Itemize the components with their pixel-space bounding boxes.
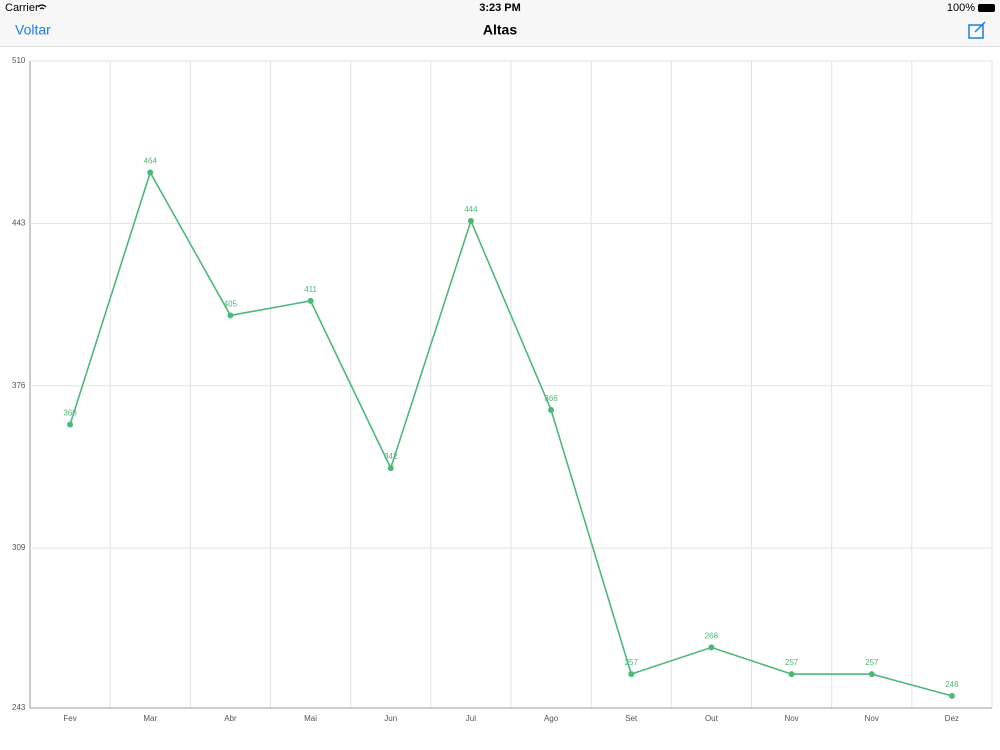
top-bar-bg bbox=[0, 0, 1000, 46]
x-tick-label: Nov bbox=[784, 714, 798, 723]
data-point bbox=[147, 169, 154, 176]
data-label: 360 bbox=[63, 409, 77, 418]
data-label: 257 bbox=[625, 658, 639, 667]
x-tick-label: Nov bbox=[865, 714, 879, 723]
x-tick-label: Mai bbox=[304, 714, 317, 723]
data-point bbox=[67, 421, 74, 428]
data-point bbox=[387, 465, 394, 472]
data-point bbox=[227, 312, 234, 319]
data-label: 257 bbox=[865, 658, 879, 667]
data-point bbox=[628, 671, 635, 678]
y-tick-label: 309 bbox=[12, 543, 26, 552]
clock: 3:23 PM bbox=[479, 2, 521, 14]
x-tick-label: Dez bbox=[945, 714, 959, 723]
data-point bbox=[948, 692, 955, 699]
data-label: 366 bbox=[544, 394, 558, 403]
back-button[interactable]: Voltar bbox=[15, 22, 51, 38]
data-point bbox=[307, 297, 314, 304]
battery-icon bbox=[978, 4, 995, 12]
data-label: 257 bbox=[785, 658, 799, 667]
y-tick-label: 510 bbox=[12, 56, 26, 65]
y-tick-label: 243 bbox=[12, 703, 26, 712]
battery-level: 100% bbox=[947, 2, 975, 14]
data-label: 342 bbox=[384, 452, 398, 461]
nav-title: Altas bbox=[483, 22, 517, 38]
x-tick-label: Fev bbox=[63, 714, 76, 723]
data-line bbox=[69, 170, 953, 697]
x-tick-label: Mar bbox=[143, 714, 157, 723]
x-tick-label: Ago bbox=[544, 714, 559, 723]
y-tick-label: 443 bbox=[12, 218, 26, 227]
data-label: 268 bbox=[705, 632, 719, 641]
x-tick-label: Set bbox=[625, 714, 638, 723]
data-label: 444 bbox=[464, 205, 478, 214]
data-point bbox=[868, 671, 875, 678]
x-tick-label: Jul bbox=[466, 714, 476, 723]
x-tick-label: Jun bbox=[384, 714, 397, 723]
x-tick-label: Abr bbox=[224, 714, 237, 723]
compose-button[interactable] bbox=[968, 21, 986, 39]
y-tick-label: 376 bbox=[12, 381, 26, 390]
data-label: 464 bbox=[144, 157, 158, 166]
data-label: 405 bbox=[224, 300, 238, 309]
data-point bbox=[708, 644, 715, 651]
data-label: 248 bbox=[945, 680, 959, 689]
carrier: Carrier bbox=[5, 2, 39, 14]
data-point bbox=[467, 217, 474, 224]
wifi-icon bbox=[37, 4, 47, 10]
data-label: 411 bbox=[304, 285, 317, 294]
data-point bbox=[788, 671, 795, 678]
data-point bbox=[548, 406, 555, 413]
x-tick-label: Out bbox=[705, 714, 719, 723]
